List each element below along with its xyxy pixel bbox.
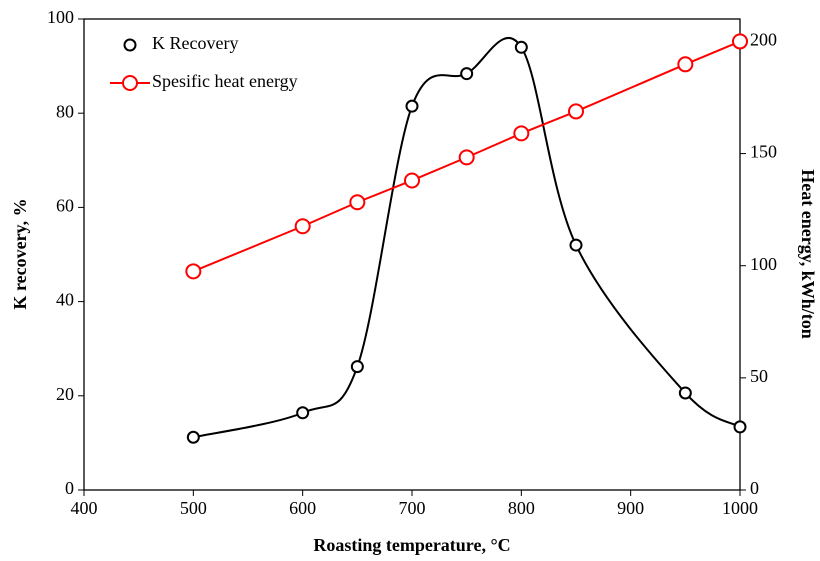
data-point [513, 125, 530, 142]
y-axis-label: K recovery, % [10, 198, 30, 309]
data-point [294, 218, 311, 235]
data-point [350, 360, 364, 374]
x-tick-label: 800 [508, 498, 535, 518]
y-tick-label: 40 [56, 290, 74, 310]
data-point [458, 149, 475, 166]
legend-label: Spesific heat energy [152, 71, 298, 91]
y-tick-label: 100 [47, 7, 74, 27]
x-tick-label: 1000 [722, 498, 758, 518]
data-point [296, 406, 310, 420]
y-tick-label: 0 [65, 478, 74, 498]
data-point [678, 386, 692, 400]
y-tick-label: 20 [56, 384, 74, 404]
data-point [514, 40, 528, 54]
data-point [732, 33, 748, 50]
y2-tick-label: 50 [750, 366, 768, 386]
y2-tick-label: 0 [750, 478, 759, 498]
y-tick-label: 80 [56, 101, 74, 121]
data-point [460, 67, 474, 81]
x-tick-label: 700 [399, 498, 426, 518]
data-point [733, 420, 747, 434]
data-point [186, 430, 200, 444]
data-point [405, 99, 419, 113]
y2-axis-label: Heat energy, kWh/ton [798, 169, 818, 339]
data-point [677, 56, 694, 73]
legend-marker [123, 38, 137, 52]
x-tick-label: 500 [180, 498, 207, 518]
x-tick-label: 900 [617, 498, 644, 518]
data-point [185, 263, 202, 280]
x-tick-label: 400 [71, 498, 98, 518]
data-point [404, 172, 420, 189]
data-point [569, 238, 583, 252]
y2-tick-label: 100 [750, 254, 777, 274]
data-point [568, 103, 584, 120]
y-tick-label: 60 [56, 196, 74, 216]
x-tick-label: 600 [289, 498, 316, 518]
data-point [349, 194, 366, 211]
legend-label: K Recovery [152, 33, 238, 53]
legend-marker [122, 75, 138, 91]
y2-tick-label: 200 [750, 30, 777, 50]
x-axis-label: Roasting temperature, °C [313, 535, 510, 555]
y2-tick-label: 150 [750, 142, 777, 162]
